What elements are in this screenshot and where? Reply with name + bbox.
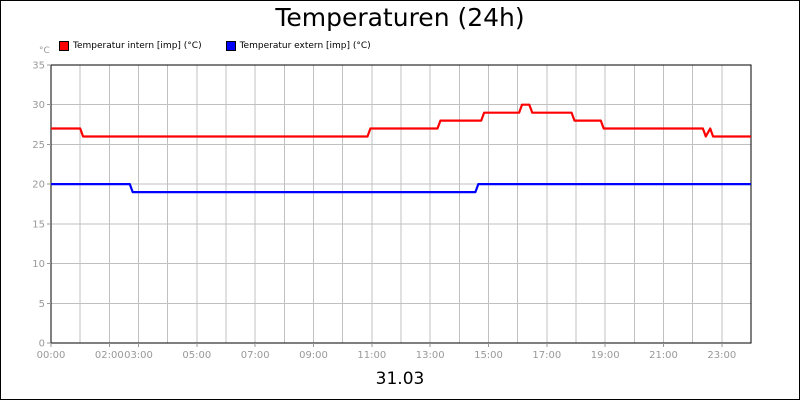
y-tick-label: 35: [32, 61, 45, 72]
legend-item-intern: Temperatur intern [imp] (°C): [59, 41, 202, 51]
x-tick-label: 09:00: [299, 350, 328, 361]
y-tick-label: 30: [32, 100, 45, 111]
y-tick-label: 5: [39, 299, 45, 310]
chart-legend: Temperatur intern [imp] (°C) Temperatur …: [59, 39, 395, 53]
x-axis-date-label: 31.03: [375, 369, 425, 389]
x-tick-label: 05:00: [182, 350, 211, 361]
y-axis-unit-label: °C: [39, 46, 50, 56]
grid: [51, 65, 751, 343]
axes: 0 5 10 15 20 25 30 35 00:00 02:00 03:00 05:00 07:00 0…: [32, 61, 752, 361]
legend-label-extern: Temperatur extern [imp] (°C): [239, 41, 371, 51]
legend-item-extern: Temperatur extern [imp] (°C): [225, 41, 371, 51]
x-tick-label: 15:00: [474, 350, 503, 361]
series-lines: [51, 103, 751, 194]
x-tick-label: 13:00: [416, 350, 445, 361]
chart-title: Temperaturen (24h): [275, 3, 525, 32]
y-tick-label: 15: [32, 219, 45, 230]
x-tick-label: 02:00: [95, 350, 124, 361]
legend-swatch-intern: [59, 41, 69, 51]
series-line-extern: [51, 183, 751, 194]
plot-border: [50, 64, 752, 344]
y-tick-label: 25: [32, 140, 45, 151]
legend-swatch-extern: [225, 41, 236, 51]
y-tick-label: 20: [32, 180, 45, 191]
x-tick-label: 21:00: [649, 350, 678, 361]
x-tick-label: 11:00: [357, 350, 386, 361]
x-tick-label: 23:00: [707, 350, 736, 361]
series-line-intern: [51, 103, 751, 138]
y-tick-label: 10: [32, 259, 45, 270]
x-tick-label: 03:00: [124, 350, 153, 361]
x-tick-label: 00:00: [37, 350, 66, 361]
x-tick-label: 19:00: [591, 350, 620, 361]
legend-label-intern: Temperatur intern [imp] (°C): [73, 41, 202, 51]
x-tick-label: 17:00: [532, 350, 561, 361]
y-tick-label: 0: [39, 339, 45, 350]
x-tick-label: 07:00: [241, 350, 270, 361]
